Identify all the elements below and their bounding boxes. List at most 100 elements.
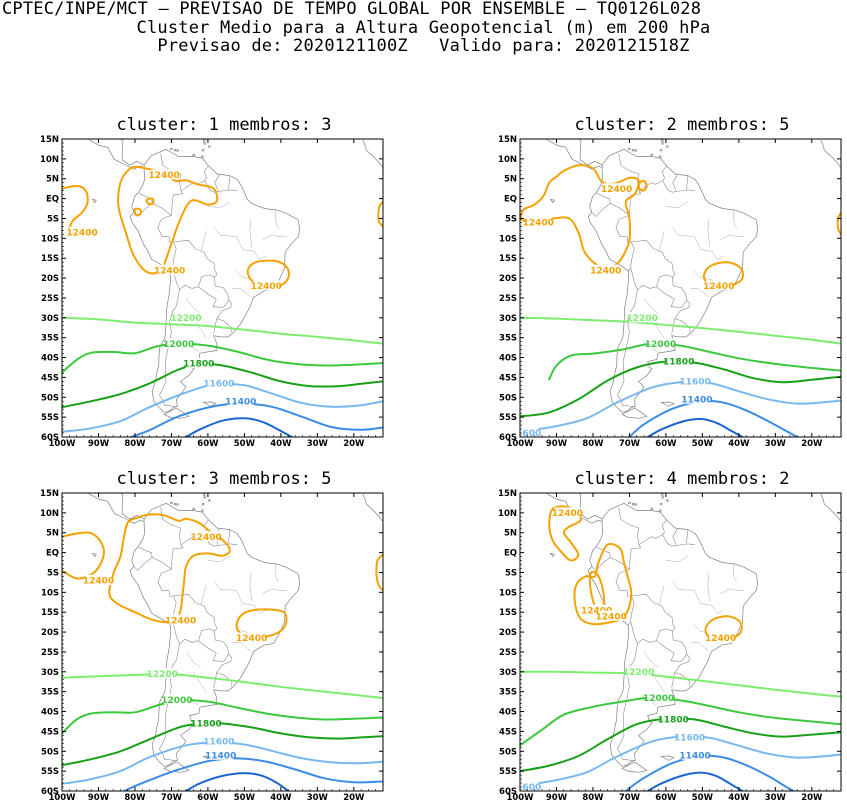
lat-tick-label: 5S xyxy=(47,214,59,224)
lat-tick-label: 30S xyxy=(499,668,517,678)
lat-tick-label: 15N xyxy=(40,489,59,499)
contour-12200 xyxy=(62,316,383,345)
lat-tick-label: 15N xyxy=(498,489,517,499)
lon-tick-label: 50W xyxy=(692,439,714,449)
coastline xyxy=(87,139,383,419)
contour-lines xyxy=(62,165,383,437)
lon-tick-label: 100W xyxy=(506,439,534,449)
contour-12400 xyxy=(62,184,89,230)
contour-12000 xyxy=(548,342,841,381)
contour-label: 11600 xyxy=(679,378,710,388)
map-panel-1: cluster: 1 membros: 3 1240012400124001240… xyxy=(40,115,384,449)
lat-tick-label: 45S xyxy=(499,373,517,383)
lat-tick-label: EQ xyxy=(46,195,59,205)
state-borders xyxy=(184,555,287,706)
lat-tick-label: 35S xyxy=(499,334,517,344)
contour-11800 xyxy=(520,360,841,418)
map-content: 12400 12400 12400 12400 12200 12000 11800 11600… xyxy=(62,139,383,437)
contour-label: 12400 xyxy=(601,185,632,195)
lat-tick-label: 25S xyxy=(499,294,517,304)
lon-tick-label: 50W xyxy=(692,793,714,803)
lat-tick-label: 5N xyxy=(504,175,517,185)
contour-12200 xyxy=(520,670,841,698)
contour-lines xyxy=(62,513,383,791)
contour-label: 11800 xyxy=(658,716,689,726)
axis-ticks: 15N 10N 5N EQ 5S 10S 15S 20S 25S 30S 35S 40S 45S 50S 5… xyxy=(498,489,842,803)
lat-tick-label: 25S xyxy=(499,648,517,658)
lat-tick-label: 45S xyxy=(41,373,59,383)
lat-tick-label: 15S xyxy=(41,254,59,264)
lat-tick-label: 60S xyxy=(499,787,517,797)
lat-tick-label: 50S xyxy=(41,747,59,757)
contour-label: 12400 xyxy=(596,612,627,622)
lat-tick-label: 45S xyxy=(499,727,517,737)
lat-tick-label: 60S xyxy=(499,433,517,443)
lat-tick-label: 50S xyxy=(499,393,517,403)
map-content: 12400 12400 12400 12400 12200 12000 11800 11600… xyxy=(510,139,841,439)
contour-label: 11600 xyxy=(510,429,541,439)
lat-tick-label: 10N xyxy=(498,155,517,165)
map-panel-2: cluster: 2 membros: 51240012400124001240… xyxy=(498,115,842,449)
lon-tick-label: 70W xyxy=(161,793,183,803)
lat-tick-label: 10S xyxy=(499,588,517,598)
map-panel-4: cluster: 4 membros: 21240012400124001240… xyxy=(498,469,842,803)
panel-title: cluster: 1 membros: 3 xyxy=(117,115,332,135)
contour-label: 12000 xyxy=(645,340,676,350)
lat-tick-label: 20S xyxy=(41,274,59,284)
lat-tick-label: 30S xyxy=(41,668,59,678)
lon-tick-label: 30W xyxy=(765,793,787,803)
contour-label: 11400 xyxy=(679,751,710,761)
lat-tick-label: 25S xyxy=(41,648,59,658)
lat-tick-label: 5N xyxy=(504,529,517,539)
lat-tick-label: 35S xyxy=(499,688,517,698)
lon-tick-label: 80W xyxy=(124,793,146,803)
lon-tick-label: 50W xyxy=(234,793,256,803)
lon-tick-label: 90W xyxy=(546,793,568,803)
panel-title: cluster: 2 membros: 5 xyxy=(575,115,790,135)
lat-tick-label: 10N xyxy=(40,155,59,165)
lat-tick-label: 45S xyxy=(41,727,59,737)
contour-label: 11800 xyxy=(663,358,694,368)
lat-tick-label: 30S xyxy=(41,314,59,324)
contour-label: 12400 xyxy=(251,282,282,292)
lon-tick-label: 20W xyxy=(801,439,823,449)
contour-11200 xyxy=(185,417,293,437)
lat-tick-label: 15N xyxy=(498,135,517,145)
map-frame xyxy=(519,138,842,438)
lat-tick-label: 20S xyxy=(499,628,517,638)
contour-11200 xyxy=(185,772,290,791)
contour-12400 xyxy=(637,180,648,192)
lat-tick-label: 15S xyxy=(499,608,517,618)
lat-tick-label: 60S xyxy=(41,433,59,443)
contour-labels: 12400 12400 12400 12400 12200 12000 11800 11600… xyxy=(66,169,282,407)
lat-tick-label: 5N xyxy=(46,175,59,185)
contour-12200 xyxy=(62,673,383,699)
contour-12400 xyxy=(704,615,743,641)
contour-label: 12400 xyxy=(83,577,114,587)
contour-12400 xyxy=(133,207,143,216)
lat-tick-label: 40S xyxy=(41,354,59,364)
lon-tick-label: 60W xyxy=(197,793,219,803)
contour-11400 xyxy=(628,399,799,437)
state-borders xyxy=(642,201,745,352)
contour-12000 xyxy=(62,699,383,735)
contour-11400 xyxy=(130,402,383,437)
lon-tick-label: 40W xyxy=(270,439,292,449)
lat-tick-label: 10S xyxy=(41,234,59,244)
contour-label: 11400 xyxy=(205,751,236,761)
panel-title: cluster: 4 membros: 2 xyxy=(575,469,790,489)
lat-tick-label: 10N xyxy=(40,509,59,519)
contour-label: 12000 xyxy=(643,694,674,704)
lon-tick-label: 70W xyxy=(619,793,641,803)
lon-tick-label: 90W xyxy=(88,793,110,803)
lat-tick-label: 10S xyxy=(499,234,517,244)
lat-tick-label: 55S xyxy=(499,767,517,777)
lon-tick-label: 90W xyxy=(88,439,110,449)
contour-label: 11800 xyxy=(183,360,214,370)
lat-tick-label: 5S xyxy=(47,568,59,578)
contour-11800 xyxy=(520,717,841,773)
lat-tick-label: 5S xyxy=(505,568,517,578)
contour-11200 xyxy=(646,771,744,791)
map-panel-3: cluster: 3 membros: 51240012400124001240… xyxy=(40,469,384,803)
